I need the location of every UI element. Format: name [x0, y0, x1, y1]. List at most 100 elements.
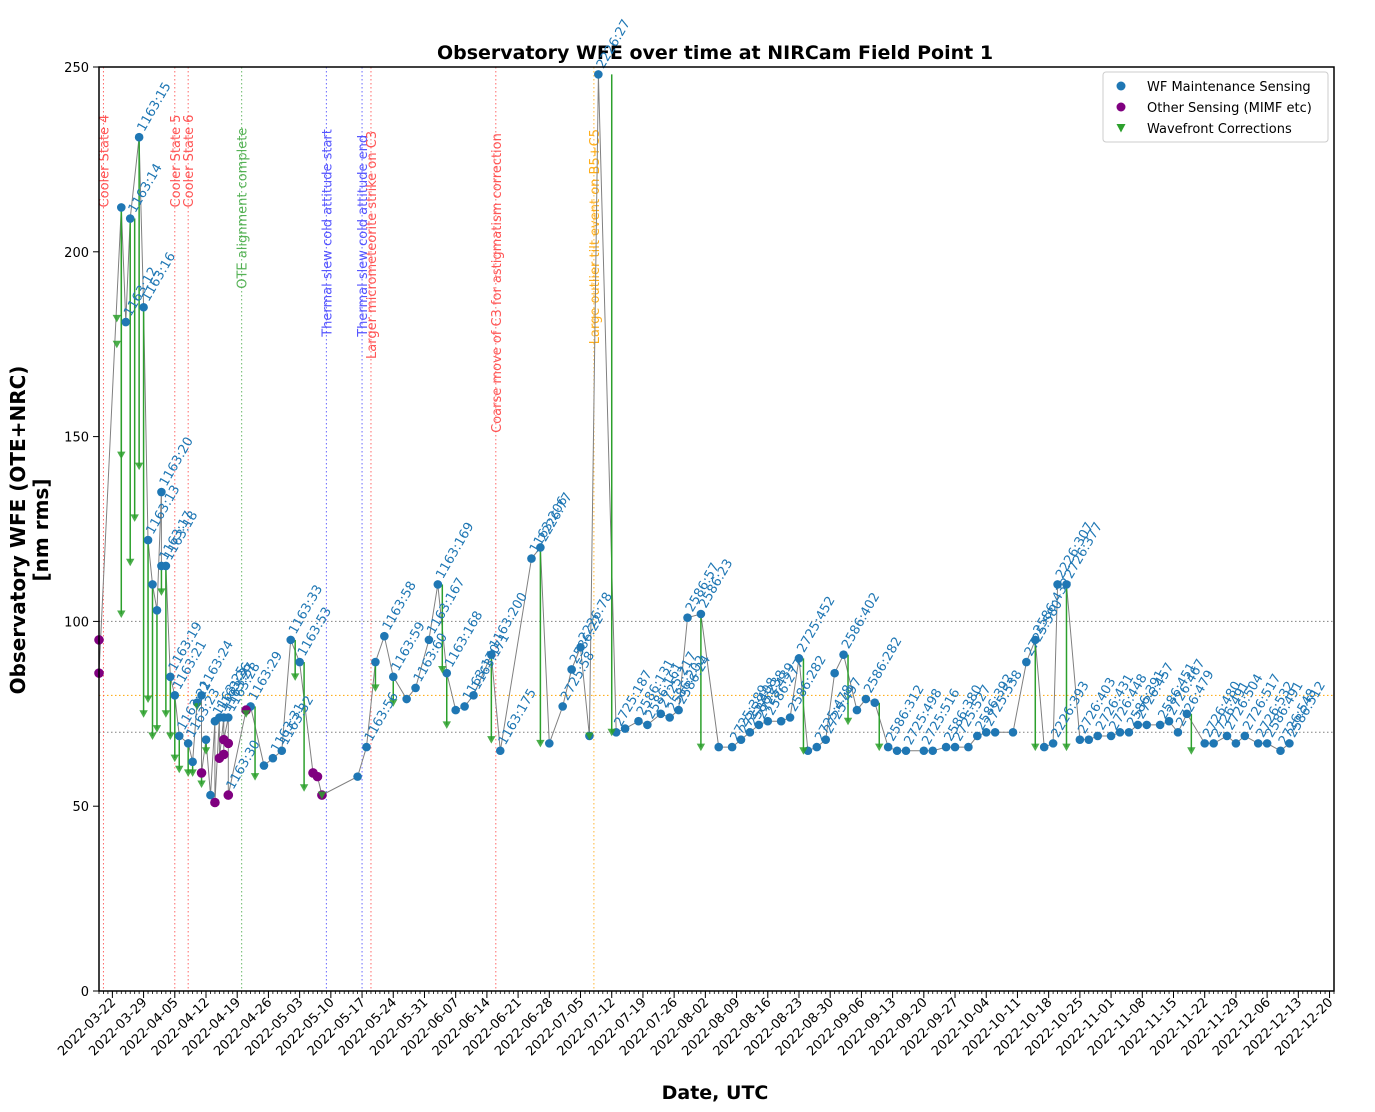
wf-sensing-point — [1062, 580, 1071, 589]
wf-sensing-point — [674, 705, 683, 715]
wf-sensing-point — [973, 731, 982, 741]
wf-sensing-point — [870, 698, 880, 708]
wf-sensing-point — [964, 742, 973, 752]
legend-label: WF Maintenance Sensing — [1147, 80, 1311, 95]
correction-point — [696, 743, 706, 752]
wf-sensing-point — [736, 735, 746, 744]
correction-point — [487, 736, 496, 744]
wf-sensing-point — [941, 742, 951, 752]
wf-sensing-point — [424, 635, 434, 645]
wf-sensing-point — [1106, 731, 1116, 741]
wf-sensing-point — [714, 742, 724, 752]
event-label: Thermal slew cold attitude end — [356, 135, 371, 338]
wf-sensing-point — [990, 727, 1000, 737]
correction-point — [843, 717, 853, 726]
wf-sensing-point — [861, 694, 871, 704]
wf-sensing-point — [656, 709, 666, 719]
correction-point — [152, 725, 162, 733]
event-label: Cooler State 4 — [97, 115, 112, 208]
point-label: 1163:175 — [496, 686, 540, 747]
correction-point — [170, 754, 179, 763]
wf-sensing-point — [754, 720, 764, 730]
correction-point — [139, 710, 148, 718]
correction-point — [1031, 743, 1040, 752]
wf-sensing-point — [277, 746, 287, 756]
wf-sensing-point — [116, 203, 126, 212]
wf-sensing-point — [152, 606, 162, 615]
other-sensing-point — [196, 768, 207, 778]
wf-sensing-point — [371, 657, 380, 667]
chart-title: Observatory WFE over time at NIRCam Fiel… — [437, 42, 993, 64]
y-tick-label: 100 — [64, 615, 89, 630]
wf-sensing-point — [1222, 731, 1232, 741]
wf-sensing-point — [852, 705, 862, 715]
wf-sensing-point — [268, 753, 278, 763]
y-axis-label-line1: Observatory WFE (OTE+NRC) — [6, 366, 30, 695]
wf-sensing-point — [1209, 739, 1218, 748]
wf-sensing-point — [487, 650, 496, 659]
correction-point — [157, 588, 166, 596]
correction-point — [299, 784, 309, 792]
wf-sensing-point — [1022, 657, 1031, 667]
correction-point — [192, 702, 202, 711]
wf-sensing-point — [883, 742, 893, 752]
y-tick-label: 200 — [64, 246, 89, 261]
plot-frame — [98, 66, 1335, 992]
correction-point — [536, 739, 545, 748]
correction-point — [607, 728, 616, 737]
wf-sensing-point — [1039, 742, 1049, 752]
correction-point — [175, 765, 184, 774]
wf-sensing-point — [981, 727, 991, 737]
legend-label: Wavefront Corrections — [1147, 122, 1292, 137]
correction-point — [112, 340, 122, 349]
event-label: Cooler State 5 — [169, 115, 184, 208]
correction-point — [161, 710, 171, 718]
wf-sensing-point — [1075, 735, 1085, 744]
legend-box — [1102, 71, 1329, 143]
correction-point — [143, 695, 153, 704]
wf-sensing-point — [188, 757, 197, 767]
y-tick-label: 0 — [81, 985, 89, 1000]
wf-sensing-point — [1164, 716, 1174, 726]
wf-sensing-point — [223, 713, 233, 722]
point-label: 2586:402 — [839, 590, 883, 651]
wf-sensing-point — [166, 672, 175, 682]
wf-sensing-point — [527, 554, 536, 563]
wf-sensing-point — [696, 609, 706, 619]
wf-sensing-point — [1200, 739, 1210, 748]
legend-marker — [1116, 102, 1126, 112]
y-tick-label: 50 — [72, 800, 89, 815]
correction-point — [166, 732, 175, 740]
wf-sensing-point — [643, 720, 652, 730]
wf-sensing-point — [763, 716, 773, 726]
wf-sensing-point — [125, 214, 135, 223]
wf-sensing-point — [830, 668, 839, 678]
point-label: 2586:282 — [861, 635, 905, 696]
wf-sensing-point — [469, 691, 478, 700]
wf-sensing-point — [919, 746, 929, 756]
wf-sensing-point — [634, 716, 643, 726]
correction-point — [117, 610, 126, 619]
wf-sensing-point — [545, 739, 554, 748]
wf-sensing-point — [794, 654, 804, 663]
wf-sensing-point — [1030, 635, 1040, 645]
legend: WF Maintenance Sensing Other Sensing (MIM… — [1102, 71, 1329, 143]
other-sensing-point — [223, 790, 234, 800]
wf-sensing-point — [1084, 735, 1094, 744]
correction-point — [188, 769, 197, 777]
correction-point — [1062, 743, 1071, 752]
wf-sensing-point — [1008, 727, 1018, 737]
wf-sensing-point — [170, 691, 180, 700]
wf-sensing-point — [1285, 739, 1294, 748]
wf-sensing-point — [1173, 727, 1183, 737]
wf-sensing-point — [433, 580, 443, 589]
wf-sensing-point — [776, 716, 786, 726]
correction-point — [585, 732, 594, 740]
wf-sensing-point — [812, 742, 822, 752]
point-label: 1163:169 — [433, 520, 477, 581]
wf-sensing-point — [1124, 727, 1134, 737]
correction-point — [371, 684, 380, 692]
wf-sensing-point — [745, 727, 755, 737]
correction-point — [148, 732, 157, 740]
wf-sensing-point — [839, 650, 848, 659]
